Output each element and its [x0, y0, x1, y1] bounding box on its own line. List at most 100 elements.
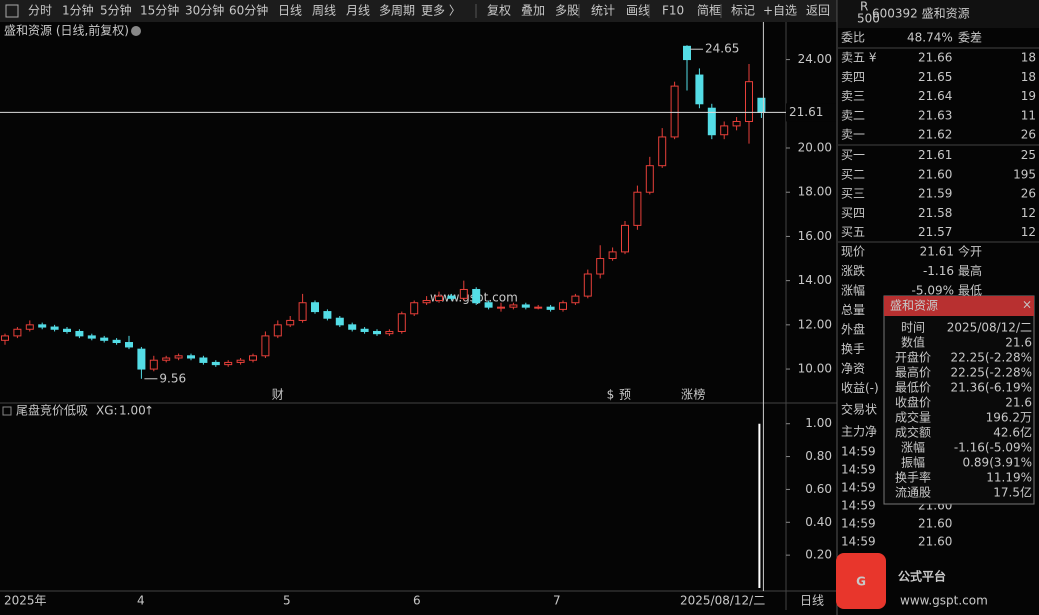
stat-label: 净资 [841, 362, 865, 376]
popup-value: 42.6亿 [993, 425, 1032, 440]
candle-body [224, 361, 233, 366]
stat-label: 今开 [958, 244, 982, 259]
indicator-icon [2, 406, 12, 416]
book-label: 卖四 [841, 70, 865, 84]
y-tick-label: 0.60 [805, 482, 832, 496]
candle-body [38, 324, 47, 328]
toolbar-button: 30分钟 [185, 3, 224, 18]
last-price-label: 21.61 [789, 105, 823, 119]
logo-mark-bg [836, 553, 886, 609]
y-tick-label: 0.20 [805, 548, 832, 562]
y-tick-label: 12.00 [798, 317, 832, 331]
stat-label: 涨幅 [841, 283, 865, 298]
candle-body [534, 306, 543, 309]
y-tick-label: 14.00 [798, 273, 832, 287]
book-volume: 26 [1021, 128, 1036, 142]
indicator-arrow: ↑ [144, 404, 154, 418]
stat-value: 21.61 [920, 245, 954, 259]
candle-body [174, 355, 183, 359]
popup-value: 21.6 [1005, 396, 1032, 410]
candle-body [112, 339, 121, 344]
candle-body [732, 120, 741, 127]
toolbar-button: +自选 [763, 4, 797, 18]
candle-body [1, 335, 9, 341]
badge: 500 [857, 12, 880, 26]
book-volume: 19 [1021, 89, 1036, 103]
toolbar-button: 复权 [487, 4, 511, 18]
popup-label: 流通股 [895, 486, 931, 500]
popup-value: 22.25(-2.28% [951, 366, 1033, 380]
popup-value: 21.6 [1005, 336, 1032, 350]
toolbar-button: 多周期 [379, 4, 415, 18]
popup-label: 收盘价 [895, 395, 931, 410]
trade-time: 14:59 [841, 517, 876, 531]
y-tick-label: 10.00 [798, 362, 832, 376]
toolbar-button: F10 [662, 4, 684, 18]
trade-time: 14:59 [841, 463, 876, 477]
candle-body [509, 304, 518, 308]
candle-body [497, 306, 505, 309]
toolbar-button: 画线 [626, 4, 650, 18]
candle-body [670, 85, 679, 138]
book-volume: 18 [1021, 70, 1036, 84]
book-label: 买五 [841, 225, 865, 239]
toolbar-button: 统计 [591, 4, 615, 18]
candle-body [25, 324, 34, 330]
toolbar-button: 分时 [28, 4, 52, 18]
toolbar-button: 多股 [555, 4, 579, 18]
candle-body [435, 295, 443, 302]
annotation: 9.56 [159, 371, 186, 385]
book-price: 21.58 [918, 206, 952, 220]
popup-close[interactable]: × [1022, 298, 1032, 312]
candle-body [125, 342, 133, 348]
trade-price: 21.60 [918, 535, 952, 549]
book-volume: 18 [1021, 51, 1036, 65]
candle-body [137, 348, 146, 370]
book-volume: 195 [1013, 167, 1036, 181]
popup-label: 涨幅 [901, 440, 925, 455]
book-volume: 12 [1021, 206, 1036, 220]
book-label: 买四 [841, 206, 865, 220]
popup-title: 盛和资源 [890, 298, 938, 313]
popup-label: 数值 [901, 335, 925, 350]
book-label: 卖三 [841, 89, 865, 103]
trade-time: 14:59 [841, 481, 876, 495]
candle-body [695, 74, 704, 105]
toolbar-button: 月线 [346, 4, 370, 18]
candle-body [397, 313, 406, 332]
popup-label: 最低价 [895, 381, 931, 395]
stat-value: -5.09% [912, 284, 954, 298]
candle-body [335, 317, 344, 326]
candle-body [633, 191, 642, 226]
trade-time: 14:59 [841, 445, 876, 459]
candle-body [385, 330, 394, 335]
book-volume: 11 [1021, 108, 1036, 122]
popup-header [884, 296, 1034, 316]
candle-body [13, 328, 22, 337]
popup [883, 295, 1035, 505]
candle-body [187, 355, 195, 359]
toolbar-button: 周线 [312, 4, 336, 18]
event-marker: 榜 [693, 387, 705, 402]
candle-body [571, 295, 580, 304]
y-tick-label: 0.40 [805, 515, 832, 529]
event-marker: 财 [272, 388, 284, 402]
book-label: 买二 [841, 167, 865, 181]
y-tick-label: 20.00 [798, 141, 832, 155]
x-tick-label: 2025/08/12/二 [680, 594, 765, 608]
toolbar-button: 1分钟 [62, 3, 94, 18]
x-tick-label: 2025年 [4, 594, 47, 608]
candle-body [484, 302, 493, 308]
toolbar-button: 60分钟 [229, 3, 268, 18]
ratio-value: 48.74% [907, 31, 953, 45]
stat-label: 最低 [958, 284, 982, 298]
quote-header [838, 0, 1039, 28]
menu-icon [5, 4, 19, 18]
candle-body [63, 328, 71, 332]
candle-body [87, 335, 96, 339]
logo-mark: G [856, 575, 866, 589]
x-tick-label: 4 [137, 594, 145, 608]
book-price: 21.60 [918, 167, 952, 181]
